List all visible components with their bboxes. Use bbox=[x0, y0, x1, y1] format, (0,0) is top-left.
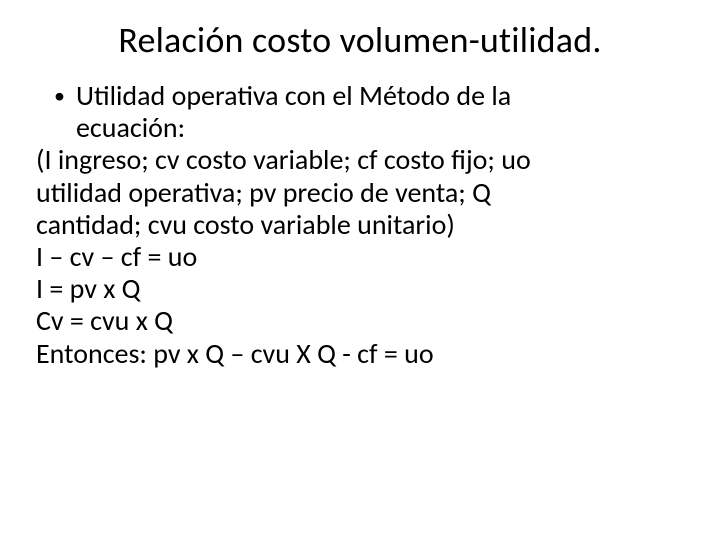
slide-title: Relación costo volumen-utilidad. bbox=[36, 18, 684, 62]
slide-body: • Utilidad operativa con el Método de la… bbox=[36, 80, 684, 370]
bullet-text: Utilidad operativa con el Método de la e… bbox=[76, 80, 684, 144]
bullet-item: • Utilidad operativa con el Método de la… bbox=[54, 80, 684, 144]
definitions-line-1: (I ingreso; cv costo variable; cf costo … bbox=[36, 144, 684, 176]
slide: Relación costo volumen-utilidad. • Utili… bbox=[0, 0, 720, 540]
definitions-line-2: utilidad operativa; pv precio de venta; … bbox=[36, 177, 684, 209]
bullet-line-1: Utilidad operativa con el Método de la bbox=[76, 78, 511, 113]
equation-2: I = pv x Q bbox=[36, 273, 684, 305]
equation-3: Cv = cvu x Q bbox=[36, 305, 684, 337]
bullet-dot-icon: • bbox=[54, 80, 76, 112]
definitions-line-3: cantidad; cvu costo variable unitario) bbox=[36, 209, 684, 241]
equation-4: Entonces: pv x Q – cvu X Q - cf = uo bbox=[36, 338, 684, 370]
equation-1: I – cv – cf = uo bbox=[36, 241, 684, 273]
bullet-line-2: ecuación: bbox=[76, 110, 185, 145]
